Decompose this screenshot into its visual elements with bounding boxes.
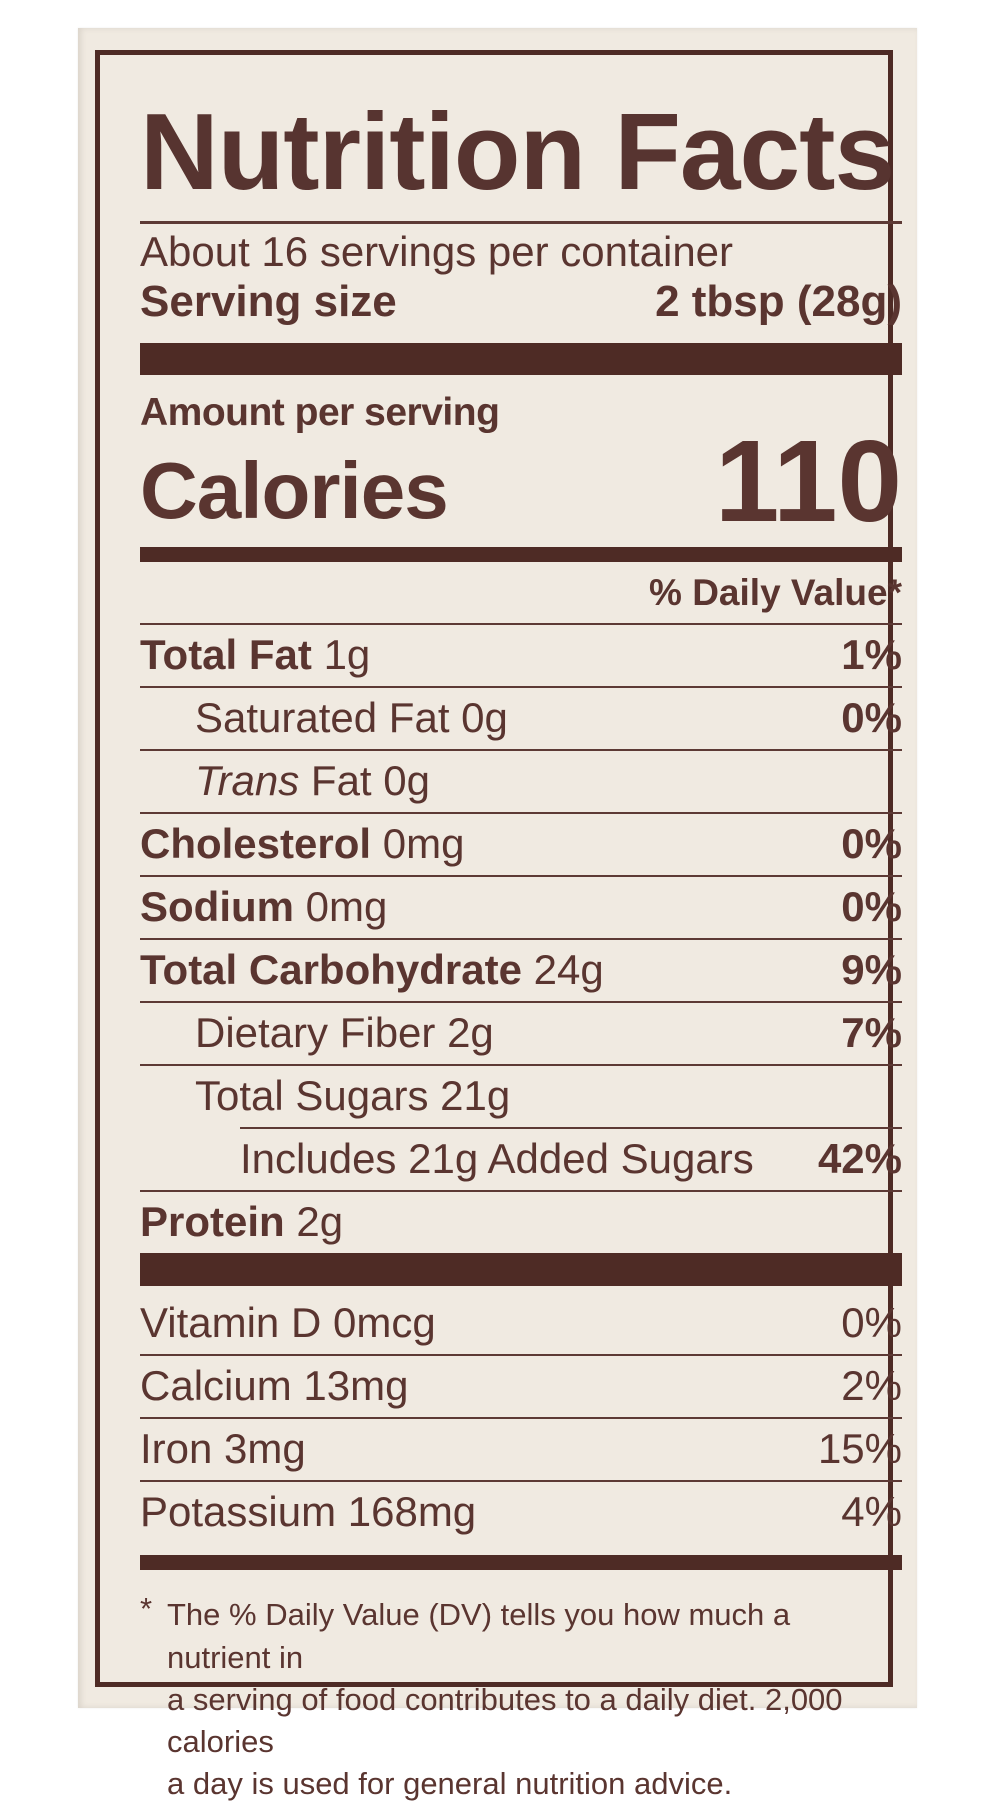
nutrient-amount: 24g: [533, 946, 604, 994]
amount-per-serving: Amount per serving: [140, 390, 500, 434]
nutrient-dv: 7%: [841, 1009, 902, 1057]
nutrient-name: Sodium: [140, 883, 294, 931]
nutrition-facts-label: Nutrition Facts About 16 servings per co…: [78, 28, 917, 1801]
vitamin-row-vitamin-d: Vitamin D 0mcg 0%: [140, 1286, 902, 1354]
nutrient-row-total-carbohydrate: Total Carbohydrate 24g 9%: [140, 938, 902, 1001]
vitamin-row-calcium: Calcium 13mg 2%: [140, 1354, 902, 1417]
footnote-asterisk: *: [140, 1591, 153, 1627]
nutrient-name: Fat: [310, 757, 372, 805]
thick-separator-top: [140, 342, 902, 375]
nutrient-name-italic: Trans: [195, 757, 300, 805]
nutrient-name: Dietary Fiber: [195, 1009, 436, 1057]
nutrient-dv: 9%: [841, 946, 902, 994]
serving-size-row: Serving size 2 tbsp (28g): [140, 277, 902, 327]
nutrient-row-sodium: Sodium 0mg 0%: [140, 875, 902, 938]
nutrient-name: Total Fat: [140, 631, 312, 679]
vitamin-amount: 13mg: [303, 1362, 409, 1410]
calories-label: Calories: [140, 446, 449, 536]
nutrient-name: Total Carbohydrate: [140, 946, 522, 994]
nutrient-row-cholesterol: Cholesterol 0mg 0%: [140, 812, 902, 875]
nutrient-amount: 0mg: [305, 883, 388, 931]
nutrient-row-protein: Protein 2g: [140, 1190, 902, 1253]
vitamin-name: Calcium: [140, 1362, 292, 1410]
vitamin-name: Iron: [140, 1425, 213, 1473]
footnote-line: The % Daily Value (DV) tells you how muc…: [167, 1597, 791, 1675]
nutrient-amount: 0g: [461, 694, 508, 742]
nutrient-amount: 2g: [447, 1009, 494, 1057]
title-divider: [140, 221, 902, 224]
nutrient-amount: 0mg: [382, 820, 465, 868]
nutrient-row-trans-fat: Trans Fat 0g: [140, 749, 902, 812]
nutrient-amount: 21g: [440, 1072, 511, 1120]
vitamin-dv: 4%: [841, 1488, 902, 1536]
daily-value-header: % Daily Value*: [649, 572, 902, 614]
nutrient-dv: 42%: [817, 1135, 902, 1183]
medium-separator-calories: [140, 547, 902, 563]
nutrient-name: Total Sugars: [195, 1072, 429, 1120]
vitamin-dv: 0%: [841, 1299, 902, 1347]
nutrient-dv: 1%: [841, 631, 902, 679]
nutrient-row-total-fat: Total Fat 1g 1%: [140, 623, 902, 686]
nutrient-row-added-sugars: Includes 21g Added Sugars 42%: [240, 1127, 902, 1190]
serving-size-label: Serving size: [140, 277, 397, 327]
footnote-line: a serving of food contributes to a daily…: [167, 1681, 843, 1759]
vitamin-amount: 168mg: [347, 1488, 477, 1536]
nutrient-row-saturated-fat: Saturated Fat 0g 0%: [140, 686, 902, 749]
nutrient-name: Saturated Fat: [195, 694, 450, 742]
serving-size-value: 2 tbsp (28g): [655, 277, 902, 327]
medium-separator-footnote: [140, 1555, 902, 1571]
nutrient-dv: 0%: [841, 694, 902, 742]
nutrient-name: Cholesterol: [140, 820, 372, 868]
vitamin-name: Vitamin D: [140, 1299, 322, 1347]
label-content: Nutrition Facts About 16 servings per co…: [140, 82, 902, 1805]
nutrient-dv: 0%: [841, 883, 902, 931]
calories-value: 110: [714, 415, 902, 546]
calories-row: Calories 110: [140, 415, 902, 546]
label-title: Nutrition Facts: [140, 91, 895, 213]
vitamin-row-iron: Iron 3mg 15%: [140, 1417, 902, 1480]
vitamin-dv: 2%: [841, 1362, 902, 1410]
vitamin-amount: 3mg: [224, 1425, 306, 1473]
nutrient-amount: 1g: [323, 631, 371, 679]
nutrient-dv: 0%: [841, 820, 902, 868]
nutrient-name: Includes 21g Added Sugars: [240, 1135, 754, 1183]
servings-per-container: About 16 servings per container: [140, 228, 734, 275]
vitamin-row-potassium: Potassium 168mg 4%: [140, 1480, 902, 1543]
nutrient-amount: 0g: [383, 757, 430, 805]
vitamin-name: Potassium: [140, 1488, 337, 1536]
nutrient-name: Protein: [140, 1198, 285, 1246]
nutrient-row-total-sugars: Total Sugars 21g: [140, 1064, 902, 1127]
daily-value-footnote: * The % Daily Value (DV) tells you how m…: [140, 1591, 902, 1805]
label-border: Nutrition Facts About 16 servings per co…: [95, 50, 902, 1801]
footnote-line: a day is used for general nutrition advi…: [167, 1766, 733, 1802]
thick-separator-protein: [140, 1253, 902, 1287]
nutrient-row-dietary-fiber: Dietary Fiber 2g 7%: [140, 1001, 902, 1064]
nutrient-amount: 2g: [296, 1198, 344, 1246]
vitamin-amount: 0mcg: [332, 1299, 436, 1347]
vitamin-dv: 15%: [817, 1425, 902, 1473]
